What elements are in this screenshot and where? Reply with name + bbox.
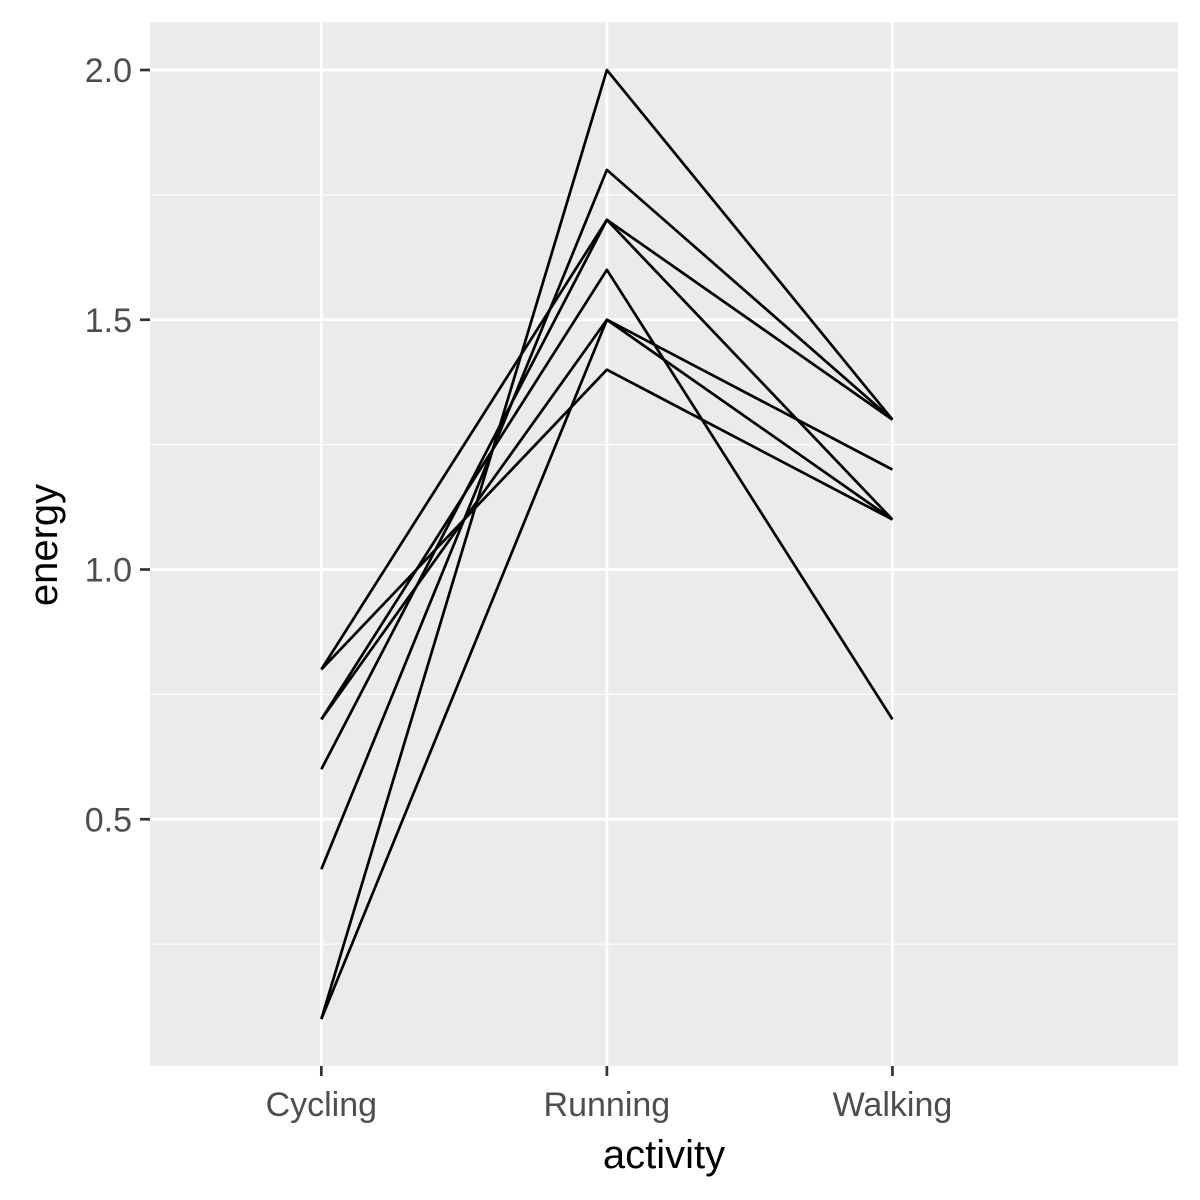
y-tick-label: 2.0: [85, 52, 132, 90]
major-gridlines: [150, 22, 1178, 1066]
plot-panel: [150, 22, 1178, 1066]
x-axis-title: activity: [603, 1133, 725, 1177]
series-line: [320, 368, 894, 671]
series-lines: [320, 68, 894, 1020]
x-tick-label: Running: [544, 1086, 671, 1124]
x-tick-label: Walking: [833, 1086, 953, 1124]
x-tick-label: Cycling: [266, 1086, 377, 1124]
series-line: [320, 68, 894, 1020]
series-line: [320, 318, 894, 1020]
y-tick-label: 1.0: [85, 552, 132, 590]
y-axis-title: energy: [22, 484, 66, 606]
y-tick-label: 1.5: [85, 302, 132, 340]
y-tick-label: 0.5: [85, 801, 132, 839]
x-axis: Cycling Running Walking: [266, 1066, 953, 1124]
series-line: [320, 168, 894, 870]
y-axis: 0.5 1.0 1.5 2.0: [85, 52, 150, 839]
